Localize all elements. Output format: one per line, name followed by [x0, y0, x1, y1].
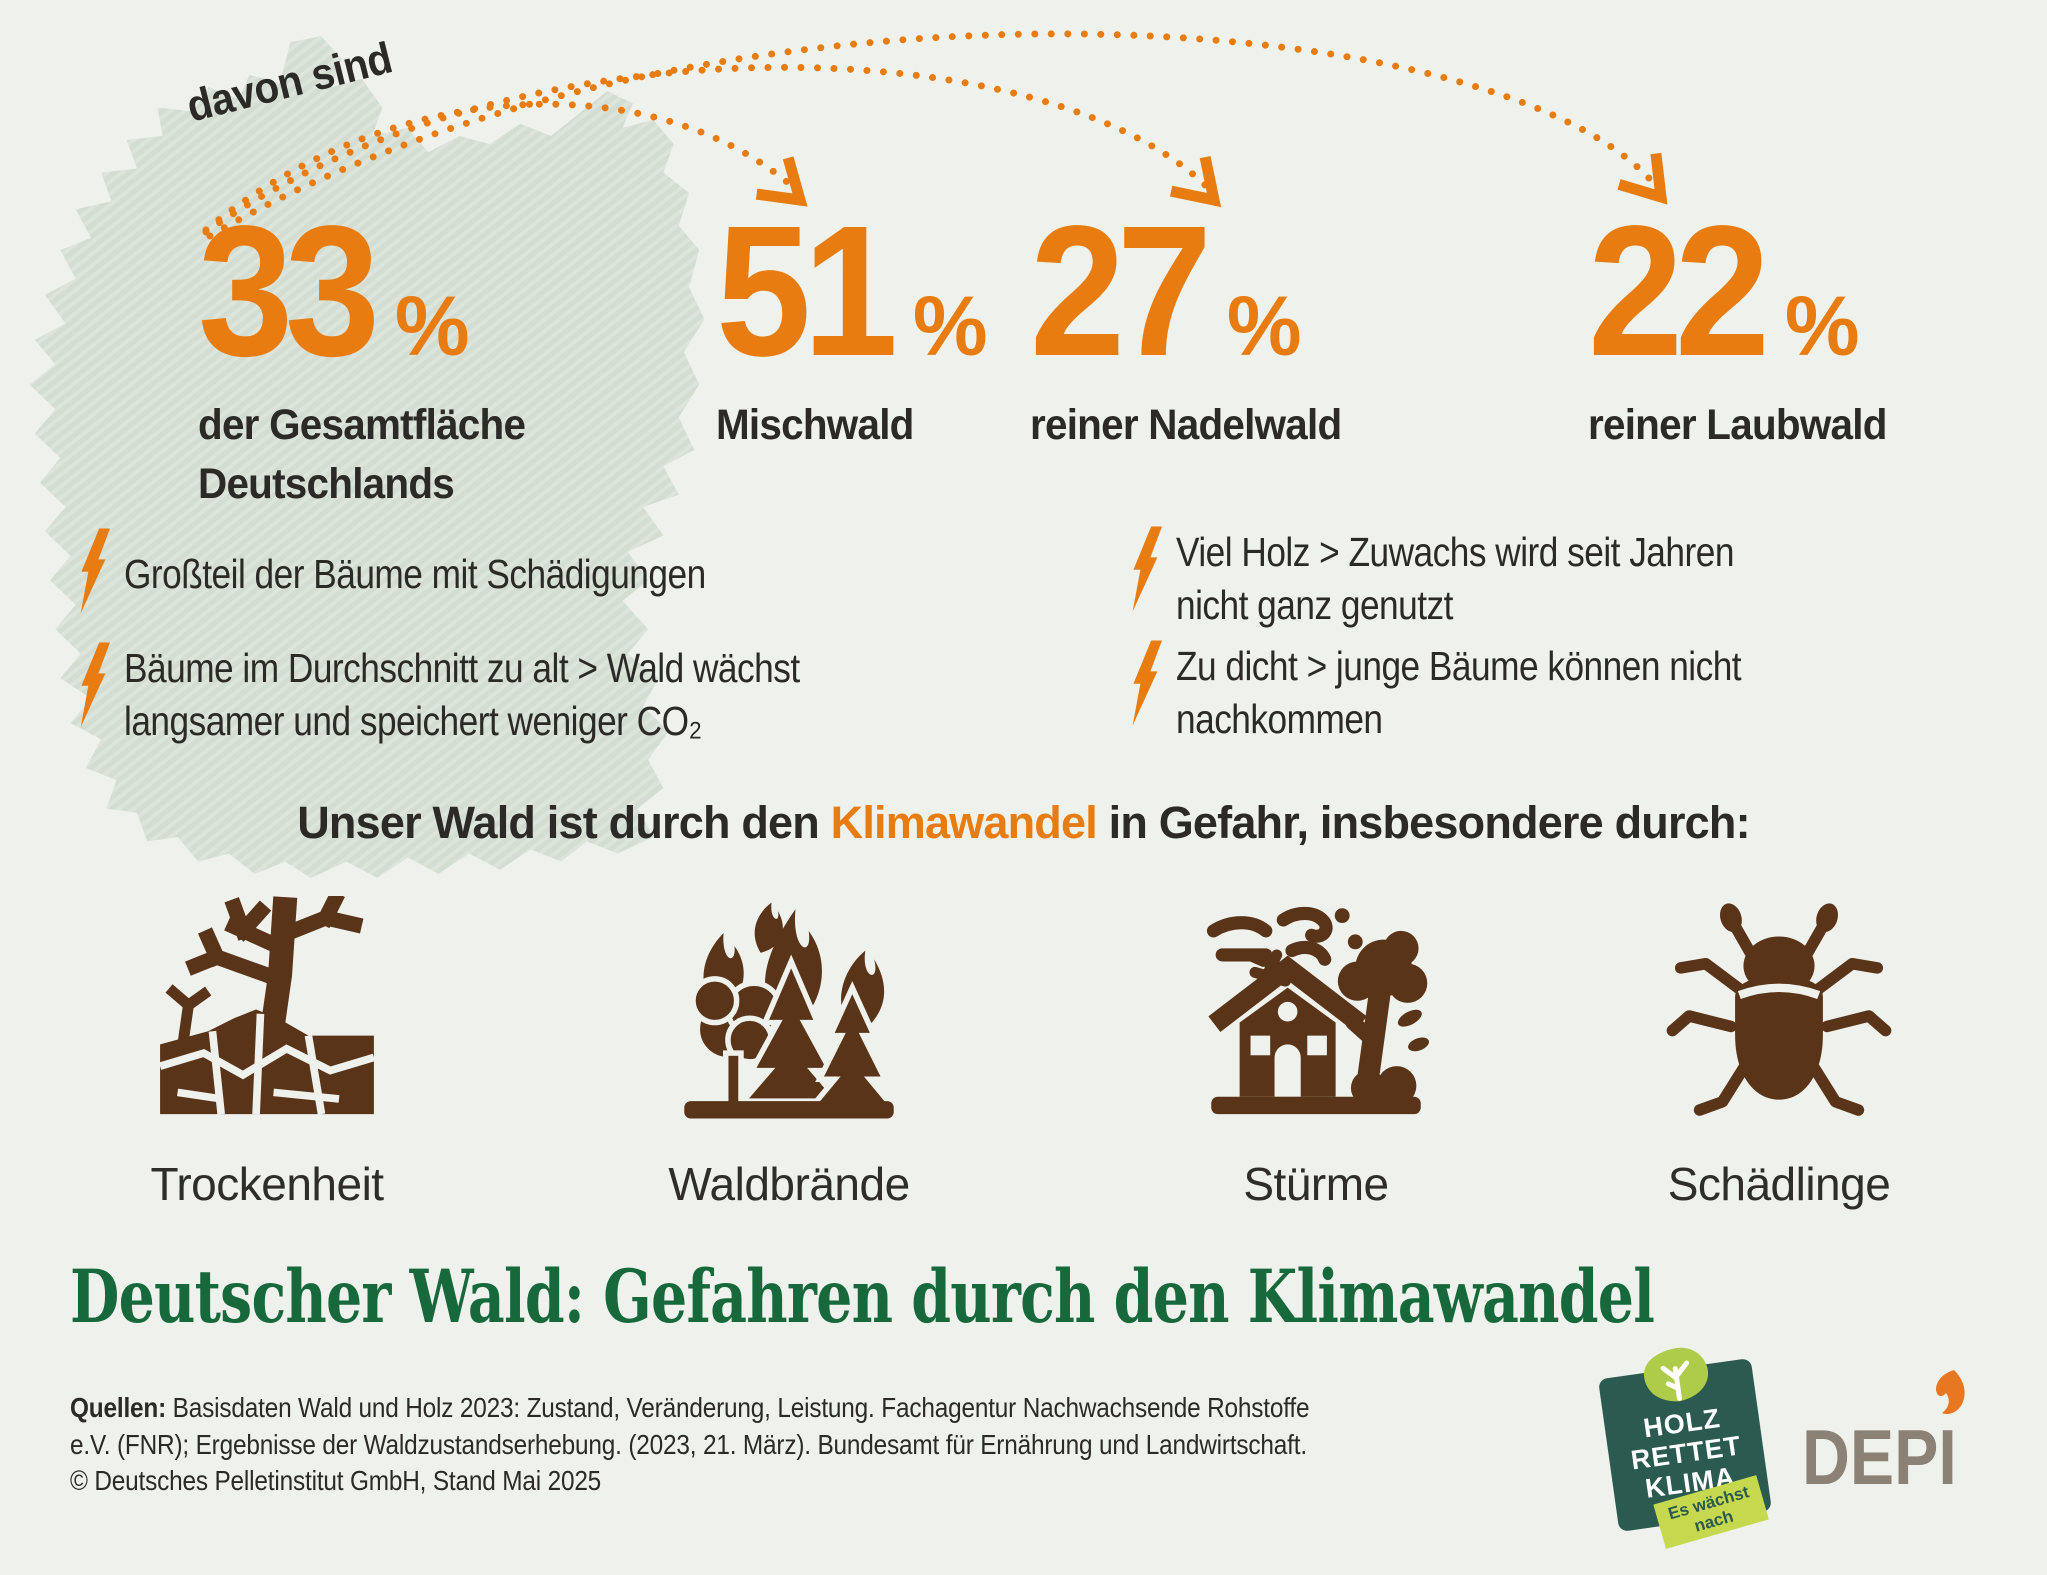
stat-mischwald: 51 % Mischwald — [716, 188, 988, 455]
flame-icon — [1936, 1370, 1965, 1414]
issue-zu-dicht: Zu dicht > junge Bäume können nicht nach… — [1128, 640, 1833, 746]
danger-heading-part1: Unser Wald ist durch den — [297, 797, 831, 848]
stat-value: 51 — [716, 188, 898, 395]
storm-house-tree-icon — [1206, 906, 1430, 1115]
percent-sign: % — [912, 279, 988, 373]
dead-tree-drought-icon — [158, 890, 376, 1115]
danger-stuerme: Stürme — [1175, 896, 1457, 1211]
dotted-arrow-nadelwald — [202, 63, 1212, 236]
stat-laubwald: 22 % reiner Laubwald — [1588, 188, 1906, 455]
percent-sign: % — [394, 279, 470, 373]
dotted-arrow-mischwald — [202, 100, 798, 234]
lightning-icon — [80, 642, 110, 728]
issue-baeume-zu-alt: Bäume im Durchschnitt zu alt > Wald wäch… — [76, 642, 910, 748]
stat-label-line1: Mischwald — [716, 401, 914, 449]
germany-map — [29, 36, 705, 878]
sources-line2: e.V. (FNR); Ergebnisse der Waldzustandse… — [70, 1428, 1307, 1460]
danger-label: Waldbrände — [668, 1158, 910, 1210]
arrowhead-icon — [1170, 156, 1222, 208]
issue-viel-holz: Viel Holz > Zuwachs wird seit Jahren nic… — [1128, 526, 1825, 632]
danger-trockenheit: Trockenheit — [126, 890, 408, 1211]
stat-label-line2: Deutschlands — [198, 460, 455, 508]
holz-rettet-klima-logo: HOLZ RETTET KLIMA Es wächst nach — [1598, 1347, 1772, 1549]
stat-value: 33 — [198, 188, 380, 395]
lightning-icon — [80, 528, 110, 614]
leaf-tree-icon — [1643, 1347, 1709, 1402]
percent-sign: % — [1226, 279, 1302, 373]
stat-label-line1: reiner Laubwald — [1588, 401, 1887, 449]
sources-line3: © Deutsches Pelletinstitut GmbH, Stand M… — [70, 1465, 602, 1496]
percent-sign: % — [1784, 279, 1860, 373]
arrowhead-icon — [755, 156, 808, 207]
sources-label: Quellen: — [70, 1392, 167, 1423]
depi-wordmark: DEPI — [1802, 1413, 1957, 1501]
arrowhead-icon — [1617, 152, 1668, 205]
stat-value: 27 — [1030, 188, 1212, 395]
depi-logo: DEPI — [1802, 1370, 2042, 1504]
sources-line1: Quellen: Basisdaten Wald und Holz 2023: … — [70, 1392, 1310, 1423]
sources-note: Quellen: Basisdaten Wald und Holz 2023: … — [70, 1390, 1310, 1500]
stat-value: 22 — [1588, 188, 1770, 395]
issue-text-line2: nicht ganz genutzt — [1176, 582, 1453, 628]
stat-label-line1: reiner Nadelwald — [1030, 401, 1342, 449]
issue-text-line2: nachkommen — [1176, 696, 1383, 742]
danger-heading-highlight: Klimawandel — [830, 797, 1098, 848]
danger-label: Schädlinge — [1667, 1158, 1891, 1210]
stat-gesamtflaeche: 33 % der Gesamtfläche Deutschlands — [198, 188, 546, 514]
dotted-arrow-laubwald — [206, 30, 1659, 240]
danger-heading: Unser Wald ist durch den Klimawandel in … — [0, 797, 2047, 849]
danger-heading-part2: in Gefahr, insbesondere durch: — [1096, 797, 1751, 848]
danger-waldbraende: Waldbrände — [648, 896, 930, 1211]
danger-schaedlinge: Schädlinge — [1638, 896, 1920, 1211]
issue-text-line1: Viel Holz > Zuwachs wird seit Jahren — [1176, 529, 1734, 575]
stat-label-line1: der Gesamtfläche — [198, 401, 526, 449]
lightning-icon — [1132, 640, 1162, 726]
issue-text-line1: Bäume im Durchschnitt zu alt > Wald wäch… — [124, 645, 800, 691]
danger-label: Stürme — [1243, 1158, 1389, 1210]
issue-text-line1: Zu dicht > junge Bäume können nicht — [1176, 643, 1742, 689]
lightning-icon — [1132, 526, 1162, 612]
issue-text-line2: langsamer und speichert weniger CO₂ — [124, 698, 702, 744]
page-title: Deutscher Wald: Gefahren durch den Klima… — [70, 1254, 1655, 1340]
forest-fire-icon — [684, 902, 898, 1119]
issue-schaedigungen: Großteil der Bäume mit Schädigungen — [76, 528, 800, 614]
bark-beetle-icon — [1666, 903, 1892, 1116]
danger-label: Trockenheit — [150, 1158, 384, 1210]
dotted-arrows — [202, 30, 1668, 240]
stat-nadelwald: 27 % reiner Nadelwald — [1030, 188, 1361, 455]
issue-text-line1: Großteil der Bäume mit Schädigungen — [124, 551, 706, 597]
